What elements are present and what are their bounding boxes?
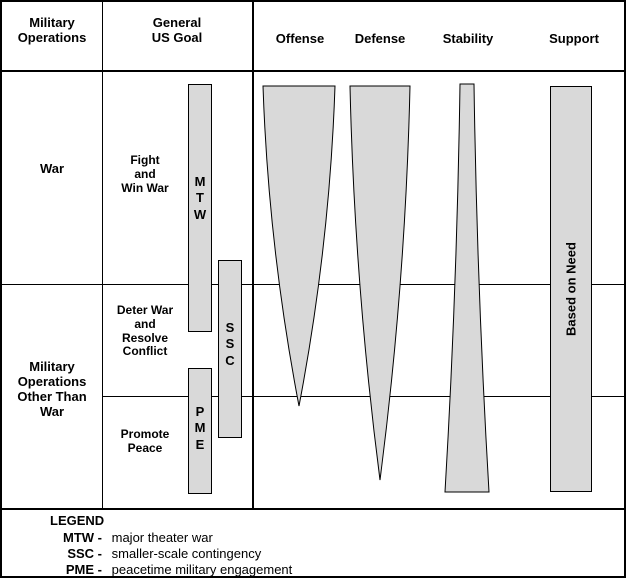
diagram-frame: Military Operations General US Goal Offe… [0,0,626,578]
legend-mtw: MTW - major theater war [46,530,213,545]
wedge-stability [2,2,626,580]
legend-ssc-def: smaller-scale contingency [106,546,262,561]
legend-title: LEGEND [50,514,120,529]
legend-pme-def: peacetime military engagement [106,562,293,577]
legend-pme-key: PME - [46,562,102,577]
support-label: Based on Need [550,86,592,492]
legend-ssc-key: SSC - [46,546,102,561]
legend-mtw-def: major theater war [106,530,213,545]
legend-pme: PME - peacetime military engagement [46,562,292,577]
legend-ssc: SSC - smaller-scale contingency [46,546,261,561]
legend-mtw-key: MTW - [46,530,102,545]
